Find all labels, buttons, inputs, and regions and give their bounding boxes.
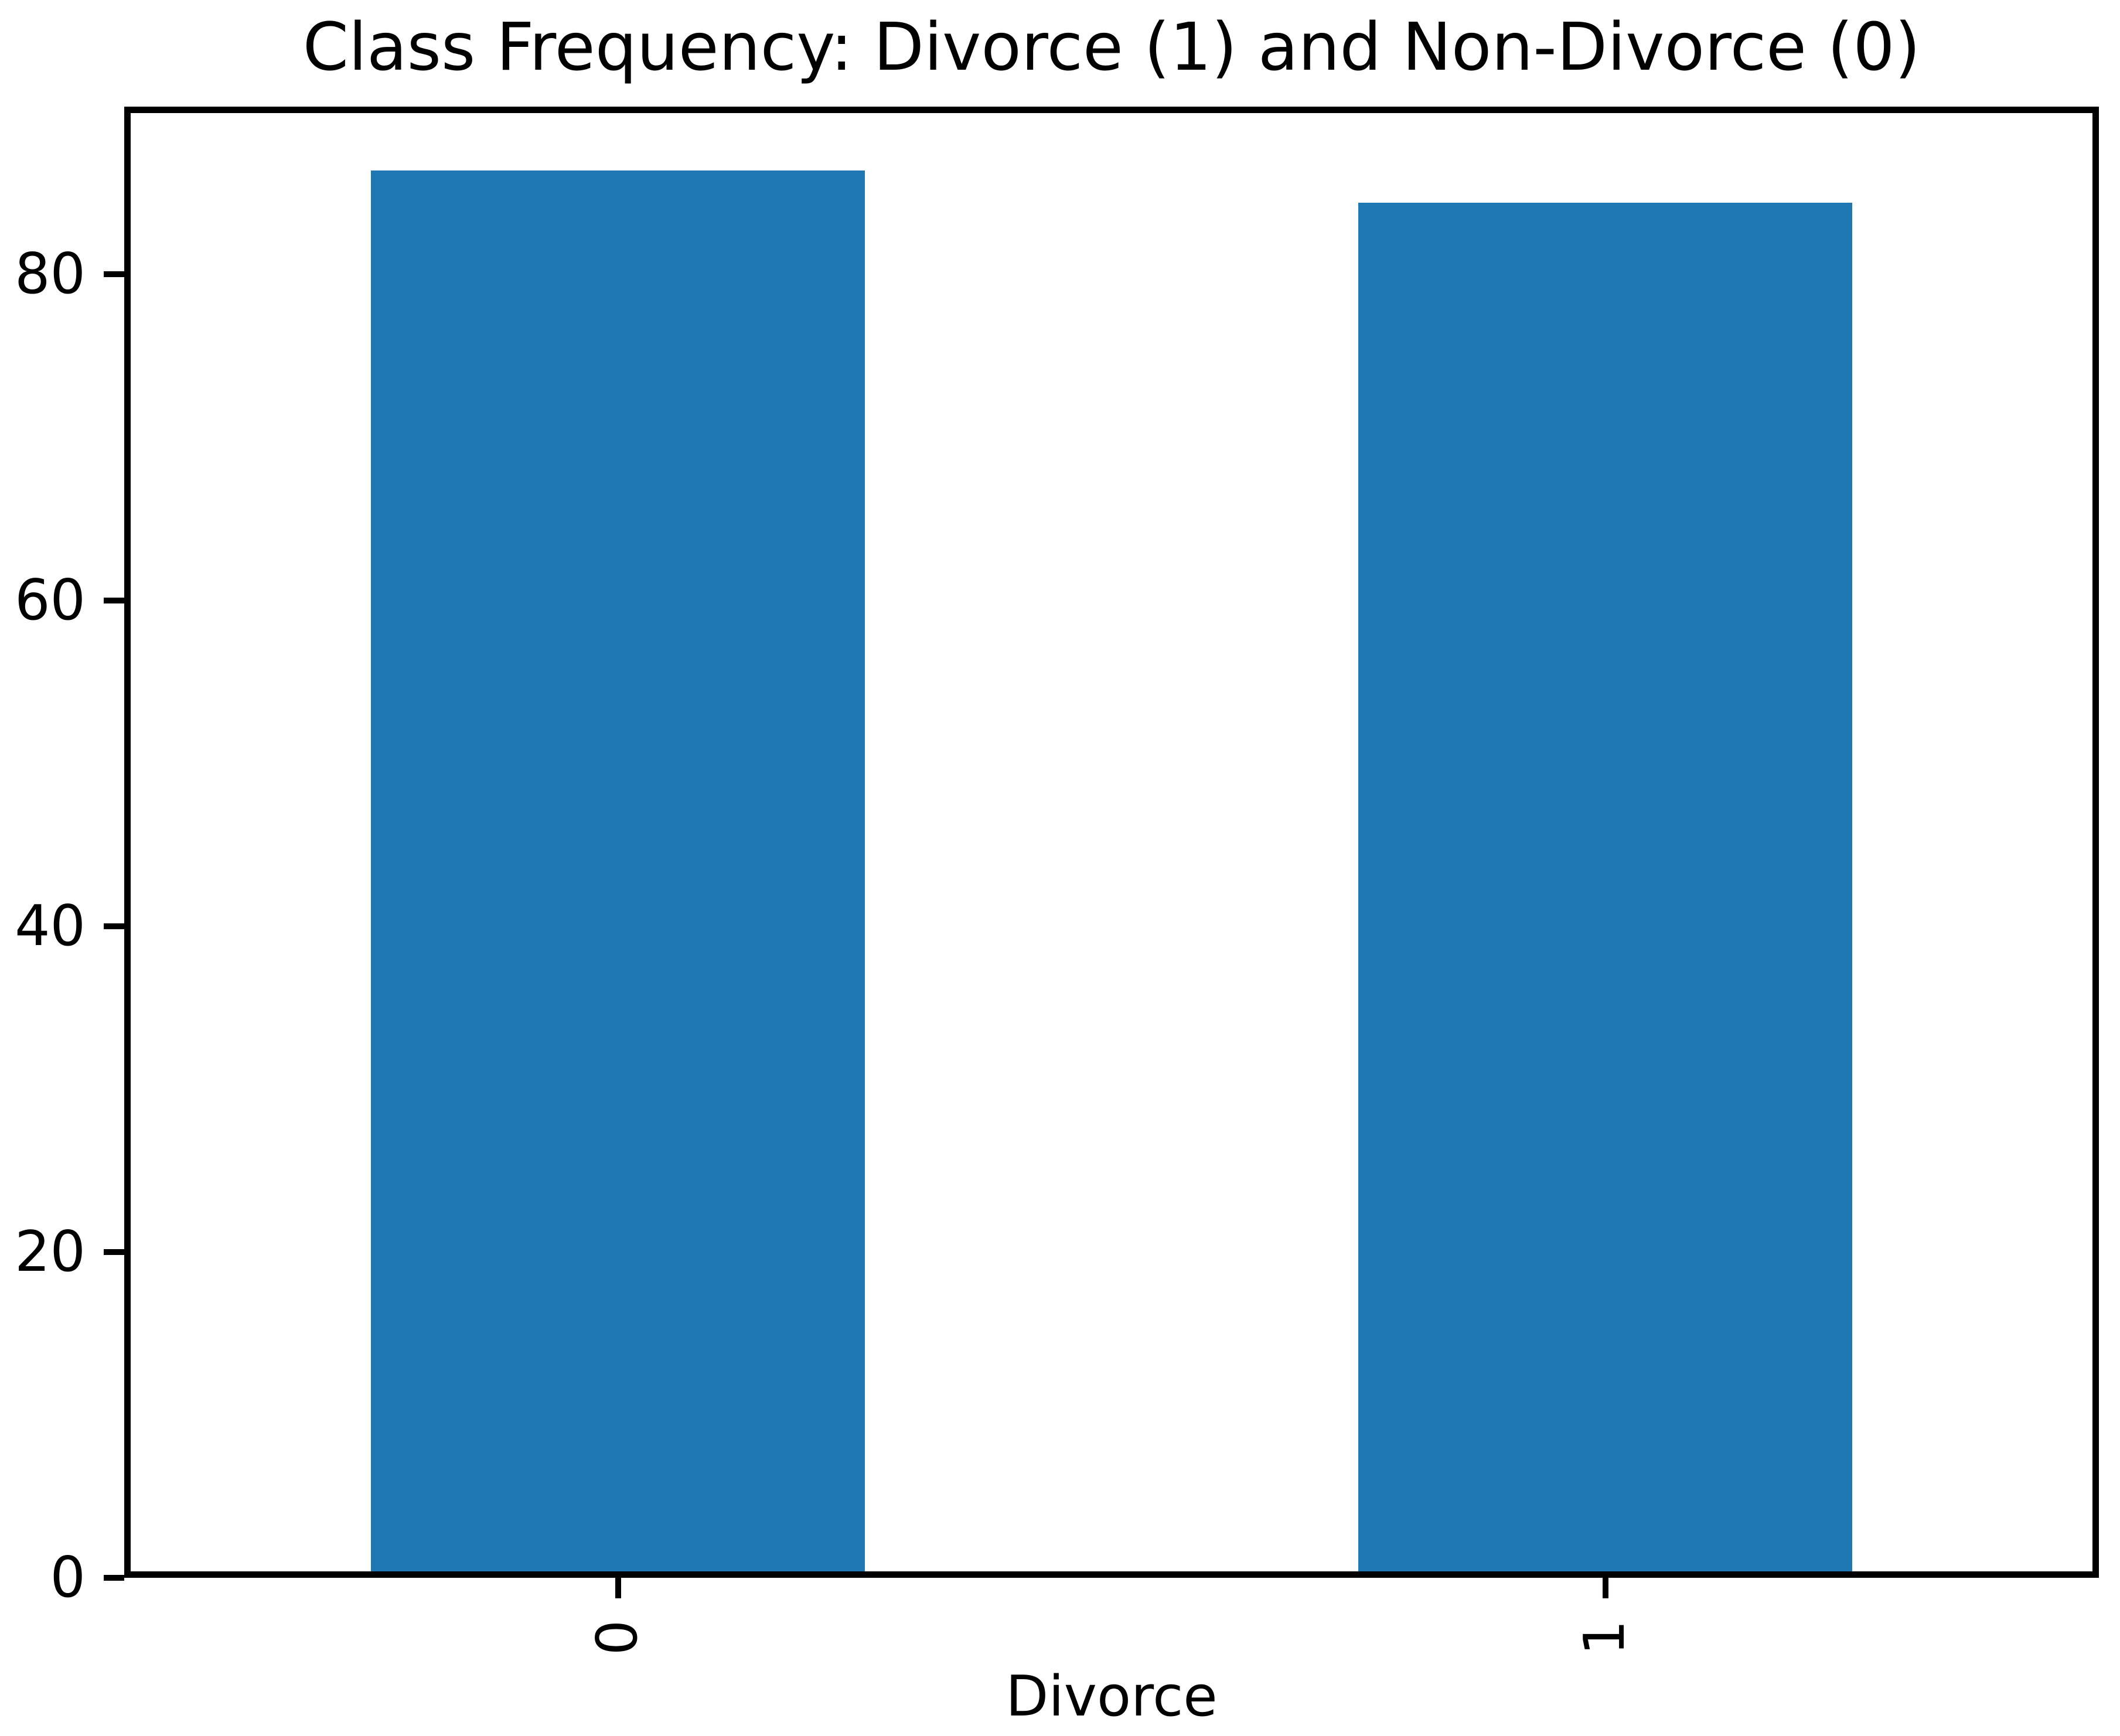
y-tick-mark [104, 1249, 124, 1255]
y-tick-mark [104, 1575, 124, 1581]
y-tick-label: 80 [15, 242, 86, 307]
bar-1 [1358, 203, 1852, 1571]
y-tick-mark [104, 923, 124, 929]
y-tick-label: 60 [15, 568, 86, 633]
y-tick-label: 20 [15, 1219, 86, 1284]
y-tick-mark [104, 597, 124, 603]
bar-0 [371, 170, 865, 1571]
plot-area [124, 107, 2099, 1578]
x-tick-label-text: 0 [585, 1619, 650, 1656]
x-tick-mark [615, 1575, 621, 1598]
chart-title: Class Frequency: Divorce (1) and Non-Div… [302, 9, 1921, 86]
x-tick-mark [1602, 1575, 1608, 1598]
y-tick-label: 0 [50, 1546, 86, 1610]
x-tick-label-text: 1 [1573, 1619, 1638, 1656]
y-tick-mark [104, 271, 124, 278]
x-axis-label: Divorce [1006, 1665, 1218, 1729]
x-tick-label: 1 [1565, 1597, 1647, 1679]
y-tick-label: 40 [15, 893, 86, 959]
x-tick-label: 0 [577, 1597, 659, 1679]
